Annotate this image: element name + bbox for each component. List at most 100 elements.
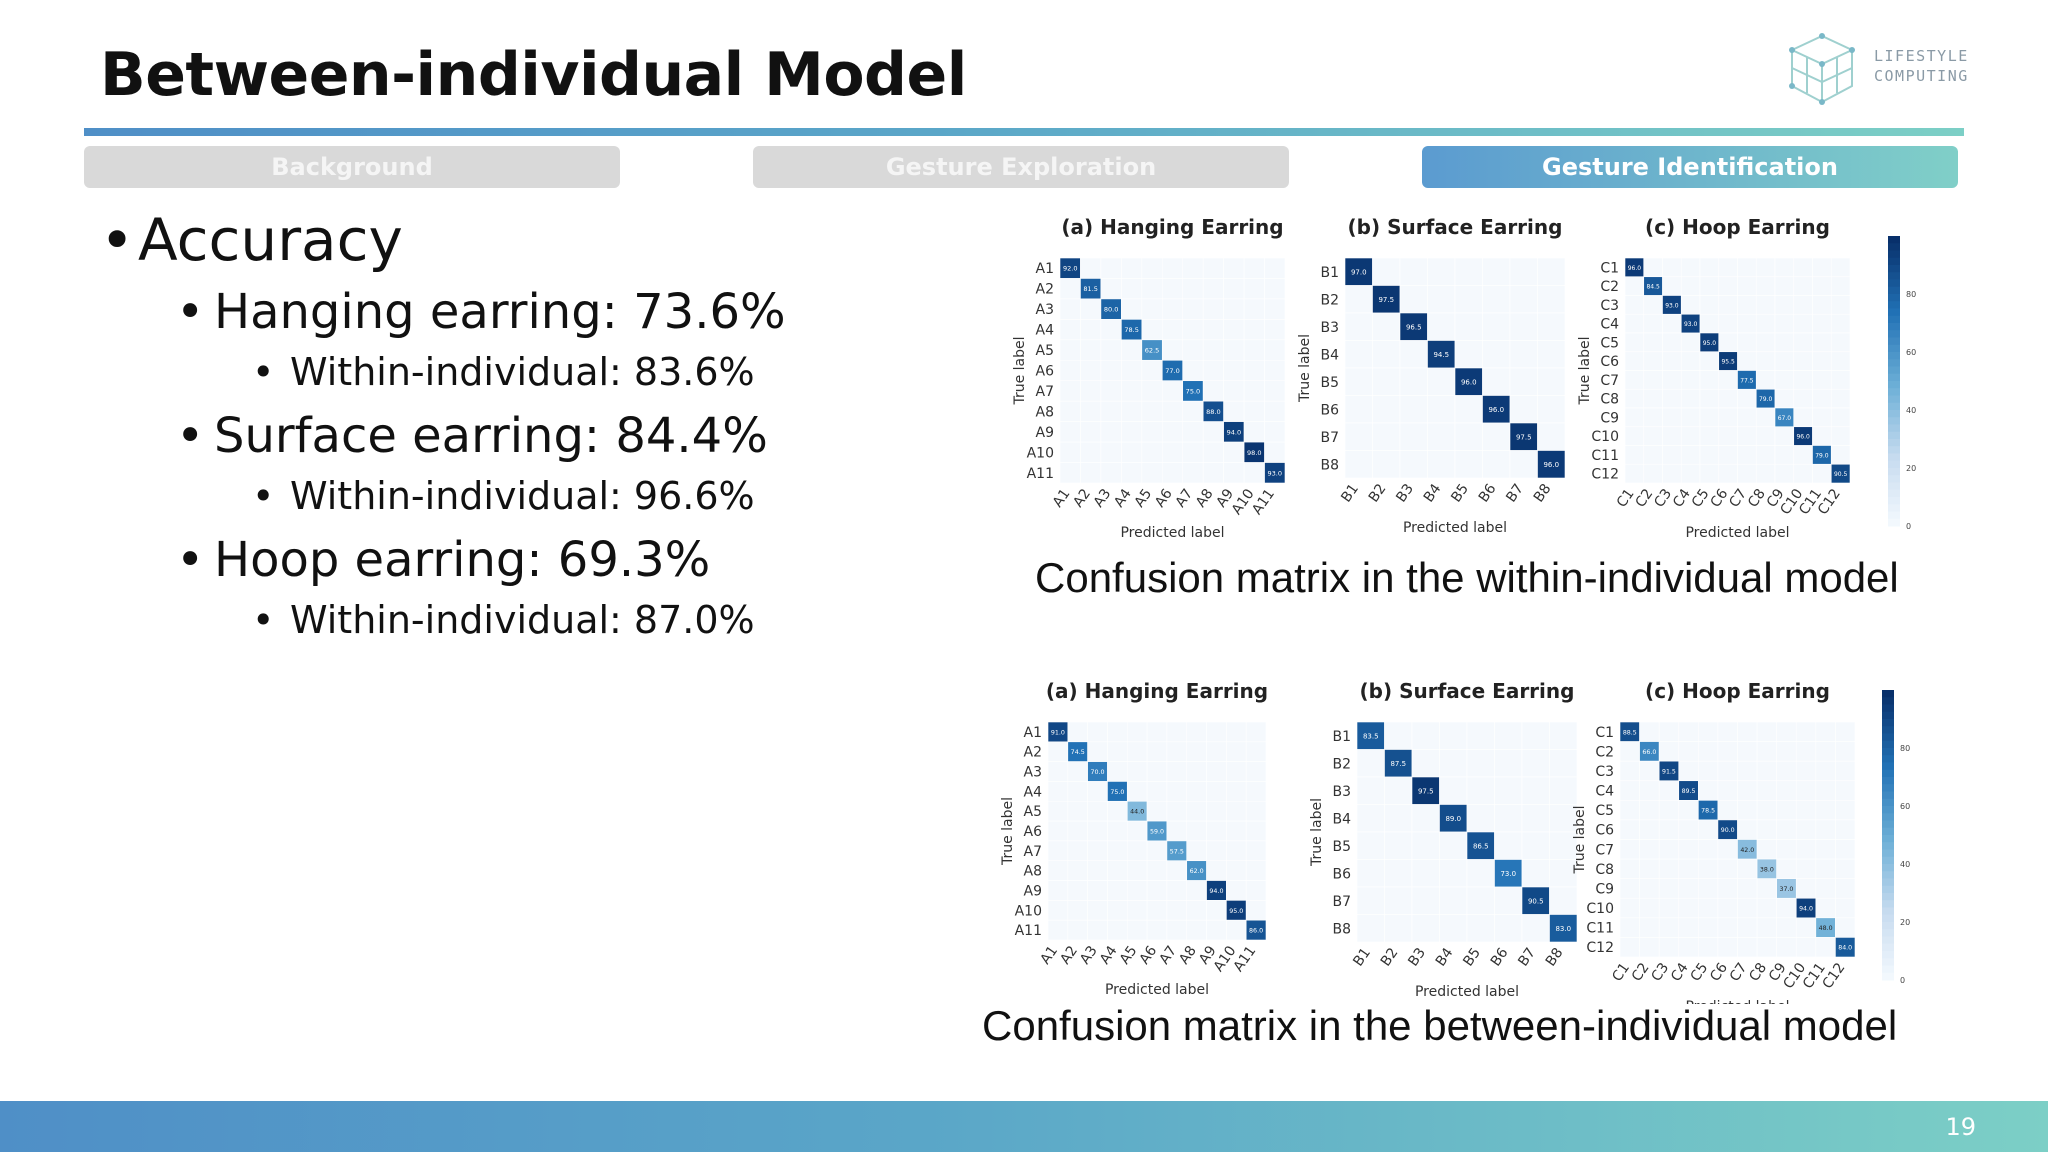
predicted-label-tick: A2 bbox=[1070, 486, 1094, 510]
matrix-cell bbox=[1223, 380, 1245, 402]
matrix-cell bbox=[1264, 319, 1286, 341]
matrix-value-label: 77.0 bbox=[1165, 367, 1180, 375]
true-label-tick: A11 bbox=[1015, 923, 1042, 939]
matrix-cell bbox=[1226, 761, 1247, 782]
matrix-cell bbox=[1795, 721, 1817, 742]
matrix-cell bbox=[1737, 819, 1758, 840]
matrix-cell bbox=[1356, 914, 1385, 943]
matrix-cell bbox=[1100, 278, 1122, 300]
matrix-cell bbox=[1141, 359, 1163, 382]
matrix-cell bbox=[1521, 831, 1550, 860]
matrix-cell bbox=[1718, 257, 1738, 278]
matrix-cell bbox=[1678, 741, 1699, 762]
true-label-tick: B3 bbox=[1332, 784, 1351, 800]
matrix-cell bbox=[1835, 917, 1856, 938]
matrix-cell bbox=[1639, 800, 1660, 821]
true-label-tick: C4 bbox=[1595, 784, 1614, 800]
matrix-cell bbox=[1774, 388, 1795, 409]
colorbar-segment bbox=[1882, 827, 1894, 836]
nav-tab-background[interactable]: Background bbox=[84, 146, 620, 188]
matrix-cell bbox=[1737, 257, 1757, 278]
matrix-cell bbox=[1161, 462, 1184, 484]
matrix-value-label: 90.0 bbox=[1721, 827, 1735, 834]
matrix-cell bbox=[1699, 445, 1720, 465]
matrix-cell bbox=[1245, 741, 1267, 762]
matrix-cell bbox=[1206, 840, 1227, 862]
matrix-cell bbox=[1795, 800, 1817, 821]
matrix-cell bbox=[1537, 285, 1566, 314]
y-axis-label: True label bbox=[1297, 334, 1313, 403]
matrix-cell bbox=[1059, 298, 1081, 320]
nav-tab-gesture-exploration[interactable]: Gesture Exploration bbox=[753, 146, 1289, 188]
matrix-cell bbox=[1698, 897, 1719, 919]
matrix-cell bbox=[1121, 278, 1143, 300]
matrix-cell bbox=[1699, 407, 1720, 428]
matrix-cell bbox=[1107, 721, 1128, 743]
matrix-cell bbox=[1795, 780, 1817, 801]
matrix-cell bbox=[1737, 313, 1757, 334]
matrix-value-label: 83.5 bbox=[1363, 732, 1379, 740]
matrix-cell bbox=[1774, 332, 1795, 353]
colorbar-segment bbox=[1888, 424, 1900, 433]
y-axis-label: True label bbox=[1577, 336, 1593, 405]
matrix-cell bbox=[1146, 880, 1168, 901]
matrix-cell bbox=[1717, 721, 1738, 742]
matrix-cell bbox=[1639, 858, 1660, 879]
y-axis-label: True label bbox=[1572, 805, 1588, 874]
matrix-cell bbox=[1624, 388, 1645, 409]
matrix-cell bbox=[1756, 839, 1777, 860]
matrix-cell bbox=[1737, 721, 1758, 742]
matrix-cell bbox=[1186, 781, 1207, 802]
matrix-cell bbox=[1756, 937, 1777, 958]
matrix-cell bbox=[1756, 741, 1777, 762]
matrix-cell bbox=[1411, 804, 1440, 833]
matrix-cell bbox=[1643, 445, 1663, 465]
nav-tab-gesture-identification[interactable]: Gesture Identification bbox=[1422, 146, 1958, 188]
colorbar-segment bbox=[1888, 286, 1900, 295]
matrix-cell bbox=[1678, 937, 1699, 958]
colorbar-segment bbox=[1882, 885, 1894, 894]
x-axis-label: Predicted label bbox=[1403, 520, 1507, 536]
matrix-cell bbox=[1680, 295, 1701, 315]
matrix-cell bbox=[1454, 422, 1483, 451]
cube-logo-icon bbox=[1789, 33, 1855, 105]
matrix-cell bbox=[1146, 840, 1168, 862]
matrix-cell bbox=[1624, 463, 1645, 484]
matrix-cell bbox=[1245, 880, 1267, 901]
matrix-cell bbox=[1243, 380, 1265, 402]
matrix-cell bbox=[1226, 860, 1247, 881]
matrix-cell bbox=[1182, 421, 1204, 443]
true-label-tick: A4 bbox=[1036, 323, 1055, 339]
predicted-label-tick: A1 bbox=[1050, 486, 1074, 510]
matrix-cell bbox=[1243, 359, 1265, 382]
matrix-cell bbox=[1776, 819, 1797, 840]
matrix-value-label: 98.0 bbox=[1247, 449, 1262, 457]
matrix-cell bbox=[1141, 319, 1163, 341]
confusion-matrix-panel: (b) Surface Earring 83.5 B1 B1 87.5 B2 B2 97.5 B… bbox=[1309, 679, 1578, 1000]
colorbar-segment bbox=[1882, 900, 1894, 908]
true-label-tick: C11 bbox=[1586, 921, 1614, 937]
true-label-tick: C11 bbox=[1591, 448, 1619, 464]
matrix-cell bbox=[1776, 741, 1797, 762]
matrix-cell bbox=[1680, 276, 1701, 296]
matrix-cell bbox=[1717, 760, 1738, 782]
matrix-diagonal-cell bbox=[1427, 340, 1456, 369]
matrix-cell bbox=[1100, 421, 1122, 443]
colorbar-tick: 40 bbox=[1906, 406, 1916, 415]
matrix-cell bbox=[1223, 319, 1245, 341]
matrix-cell bbox=[1384, 721, 1413, 750]
matrix-cell bbox=[1166, 820, 1188, 842]
matrix-cell bbox=[1658, 897, 1680, 919]
matrix-cell bbox=[1718, 332, 1738, 353]
colorbar-segment bbox=[1882, 914, 1894, 923]
matrix-cell bbox=[1161, 257, 1184, 279]
matrix-cell bbox=[1815, 937, 1836, 958]
matrix-cell bbox=[1126, 860, 1148, 881]
matrix-cell bbox=[1356, 804, 1385, 833]
bullet-surface: • Surface earring: 84.4% bbox=[176, 408, 768, 464]
matrix-cell bbox=[1202, 441, 1224, 463]
matrix-cell bbox=[1126, 840, 1148, 862]
colorbar-segment bbox=[1888, 294, 1900, 302]
matrix-cell bbox=[1624, 332, 1645, 353]
true-label-tick: B7 bbox=[1320, 430, 1339, 446]
